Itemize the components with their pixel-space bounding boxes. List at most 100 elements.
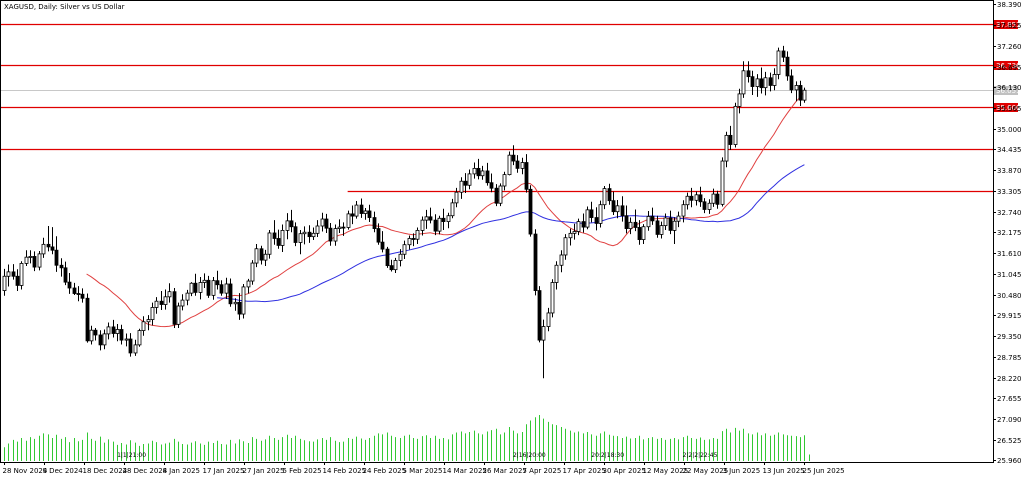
level-label: 36.736	[996, 62, 1021, 70]
candle-body-bull	[311, 232, 316, 238]
candle	[250, 260, 255, 285]
candle	[185, 289, 190, 306]
candle-body-bear	[441, 217, 446, 222]
candle	[241, 283, 246, 319]
candle-body-bear	[206, 279, 211, 296]
candle	[641, 224, 646, 244]
candle	[272, 220, 277, 245]
candle-body-bear	[119, 329, 124, 341]
candle-body-bear	[341, 226, 346, 229]
candle	[102, 329, 107, 350]
candle	[298, 230, 303, 255]
candle-body-bull	[507, 154, 512, 176]
candle-body-bear	[54, 249, 59, 266]
candle	[607, 183, 612, 205]
y-tick-label: 28.220	[997, 375, 1022, 383]
candle-body-bull	[189, 282, 194, 294]
candle-body-bear	[759, 78, 764, 89]
candle-body-bear	[798, 85, 803, 101]
plot-frame	[0, 0, 994, 463]
candle	[324, 213, 329, 233]
candle-body-bull	[672, 220, 677, 231]
candle	[337, 219, 342, 233]
candle	[32, 251, 37, 272]
candle-body-bear	[637, 227, 642, 240]
candle-body-bear	[350, 213, 355, 217]
candle-body-bear	[11, 271, 16, 277]
candle-body-bull	[246, 280, 251, 288]
candle-body-bull	[711, 193, 716, 204]
candle	[602, 186, 607, 210]
x-tick-label: 28 Dec 2024	[123, 467, 168, 475]
candle-body-bear	[746, 70, 751, 78]
candle-body-bear	[624, 215, 629, 229]
candle-body-bear	[655, 220, 660, 235]
y-tick-label: 33.870	[997, 167, 1022, 175]
candle-body-bear	[589, 209, 594, 218]
x-tick-label: 7 Apr 2025	[523, 467, 562, 475]
candle-body-bear	[489, 182, 494, 189]
candle	[150, 302, 155, 326]
candle	[594, 207, 599, 231]
x-tick-label: 12 May 2025	[643, 467, 689, 475]
candle-body-bear	[476, 167, 481, 177]
candle	[789, 69, 794, 94]
candle	[80, 288, 85, 303]
candle-body-bull	[615, 205, 620, 213]
candle-body-bull	[646, 216, 651, 228]
ma-fast-line	[86, 91, 805, 328]
candle	[650, 207, 655, 225]
candle	[563, 234, 568, 260]
candle-body-bear	[633, 221, 638, 228]
candle-body-bull	[502, 174, 507, 187]
candle-body-bull	[167, 291, 172, 298]
candle-body-bull	[393, 260, 398, 271]
y-tick-label: 28.785	[997, 354, 1022, 362]
candle-body-bull	[267, 232, 272, 255]
candle	[159, 290, 164, 311]
candle-body-bull	[28, 256, 33, 258]
candle	[763, 71, 768, 96]
candle	[333, 224, 338, 246]
candle	[615, 199, 620, 219]
candle-body-bear	[702, 201, 707, 210]
candle-body-bear	[594, 217, 599, 224]
candle	[550, 279, 555, 318]
candle	[219, 280, 224, 296]
candle	[672, 217, 677, 244]
candle-body-bull	[733, 105, 738, 145]
candle-body-bull	[298, 233, 303, 243]
candle	[54, 236, 59, 272]
candle	[746, 61, 751, 83]
y-tick-label: 37.825	[997, 22, 1022, 30]
x-tick-label: 3 Jun 2025	[723, 467, 761, 475]
candle-body-bull	[472, 167, 477, 175]
y-tick-label: 32.740	[997, 209, 1022, 217]
candle	[289, 209, 294, 233]
candle	[589, 201, 594, 223]
candle	[389, 259, 394, 272]
candle-body-bear	[172, 291, 177, 325]
candle-body-bull	[106, 326, 111, 335]
candle-body-bear	[289, 220, 294, 228]
candle	[546, 307, 551, 332]
y-tick-label: 31.045	[997, 271, 1022, 279]
candle-body-bull	[663, 217, 668, 227]
candle	[398, 249, 403, 267]
candle	[259, 245, 264, 265]
candle	[402, 240, 407, 260]
candle-body-bear	[98, 334, 103, 346]
candle	[724, 131, 729, 168]
candle	[341, 222, 346, 236]
y-tick-label: 31.610	[997, 250, 1022, 258]
candle	[346, 210, 351, 230]
candle	[533, 229, 538, 296]
candle	[728, 125, 733, 151]
candle	[393, 257, 398, 273]
y-tick-label: 32.175	[997, 229, 1022, 237]
candle-body-bear	[359, 204, 364, 214]
candle	[620, 196, 625, 222]
level-label-bg	[994, 103, 1018, 112]
candle	[633, 209, 638, 232]
candle	[694, 191, 699, 206]
